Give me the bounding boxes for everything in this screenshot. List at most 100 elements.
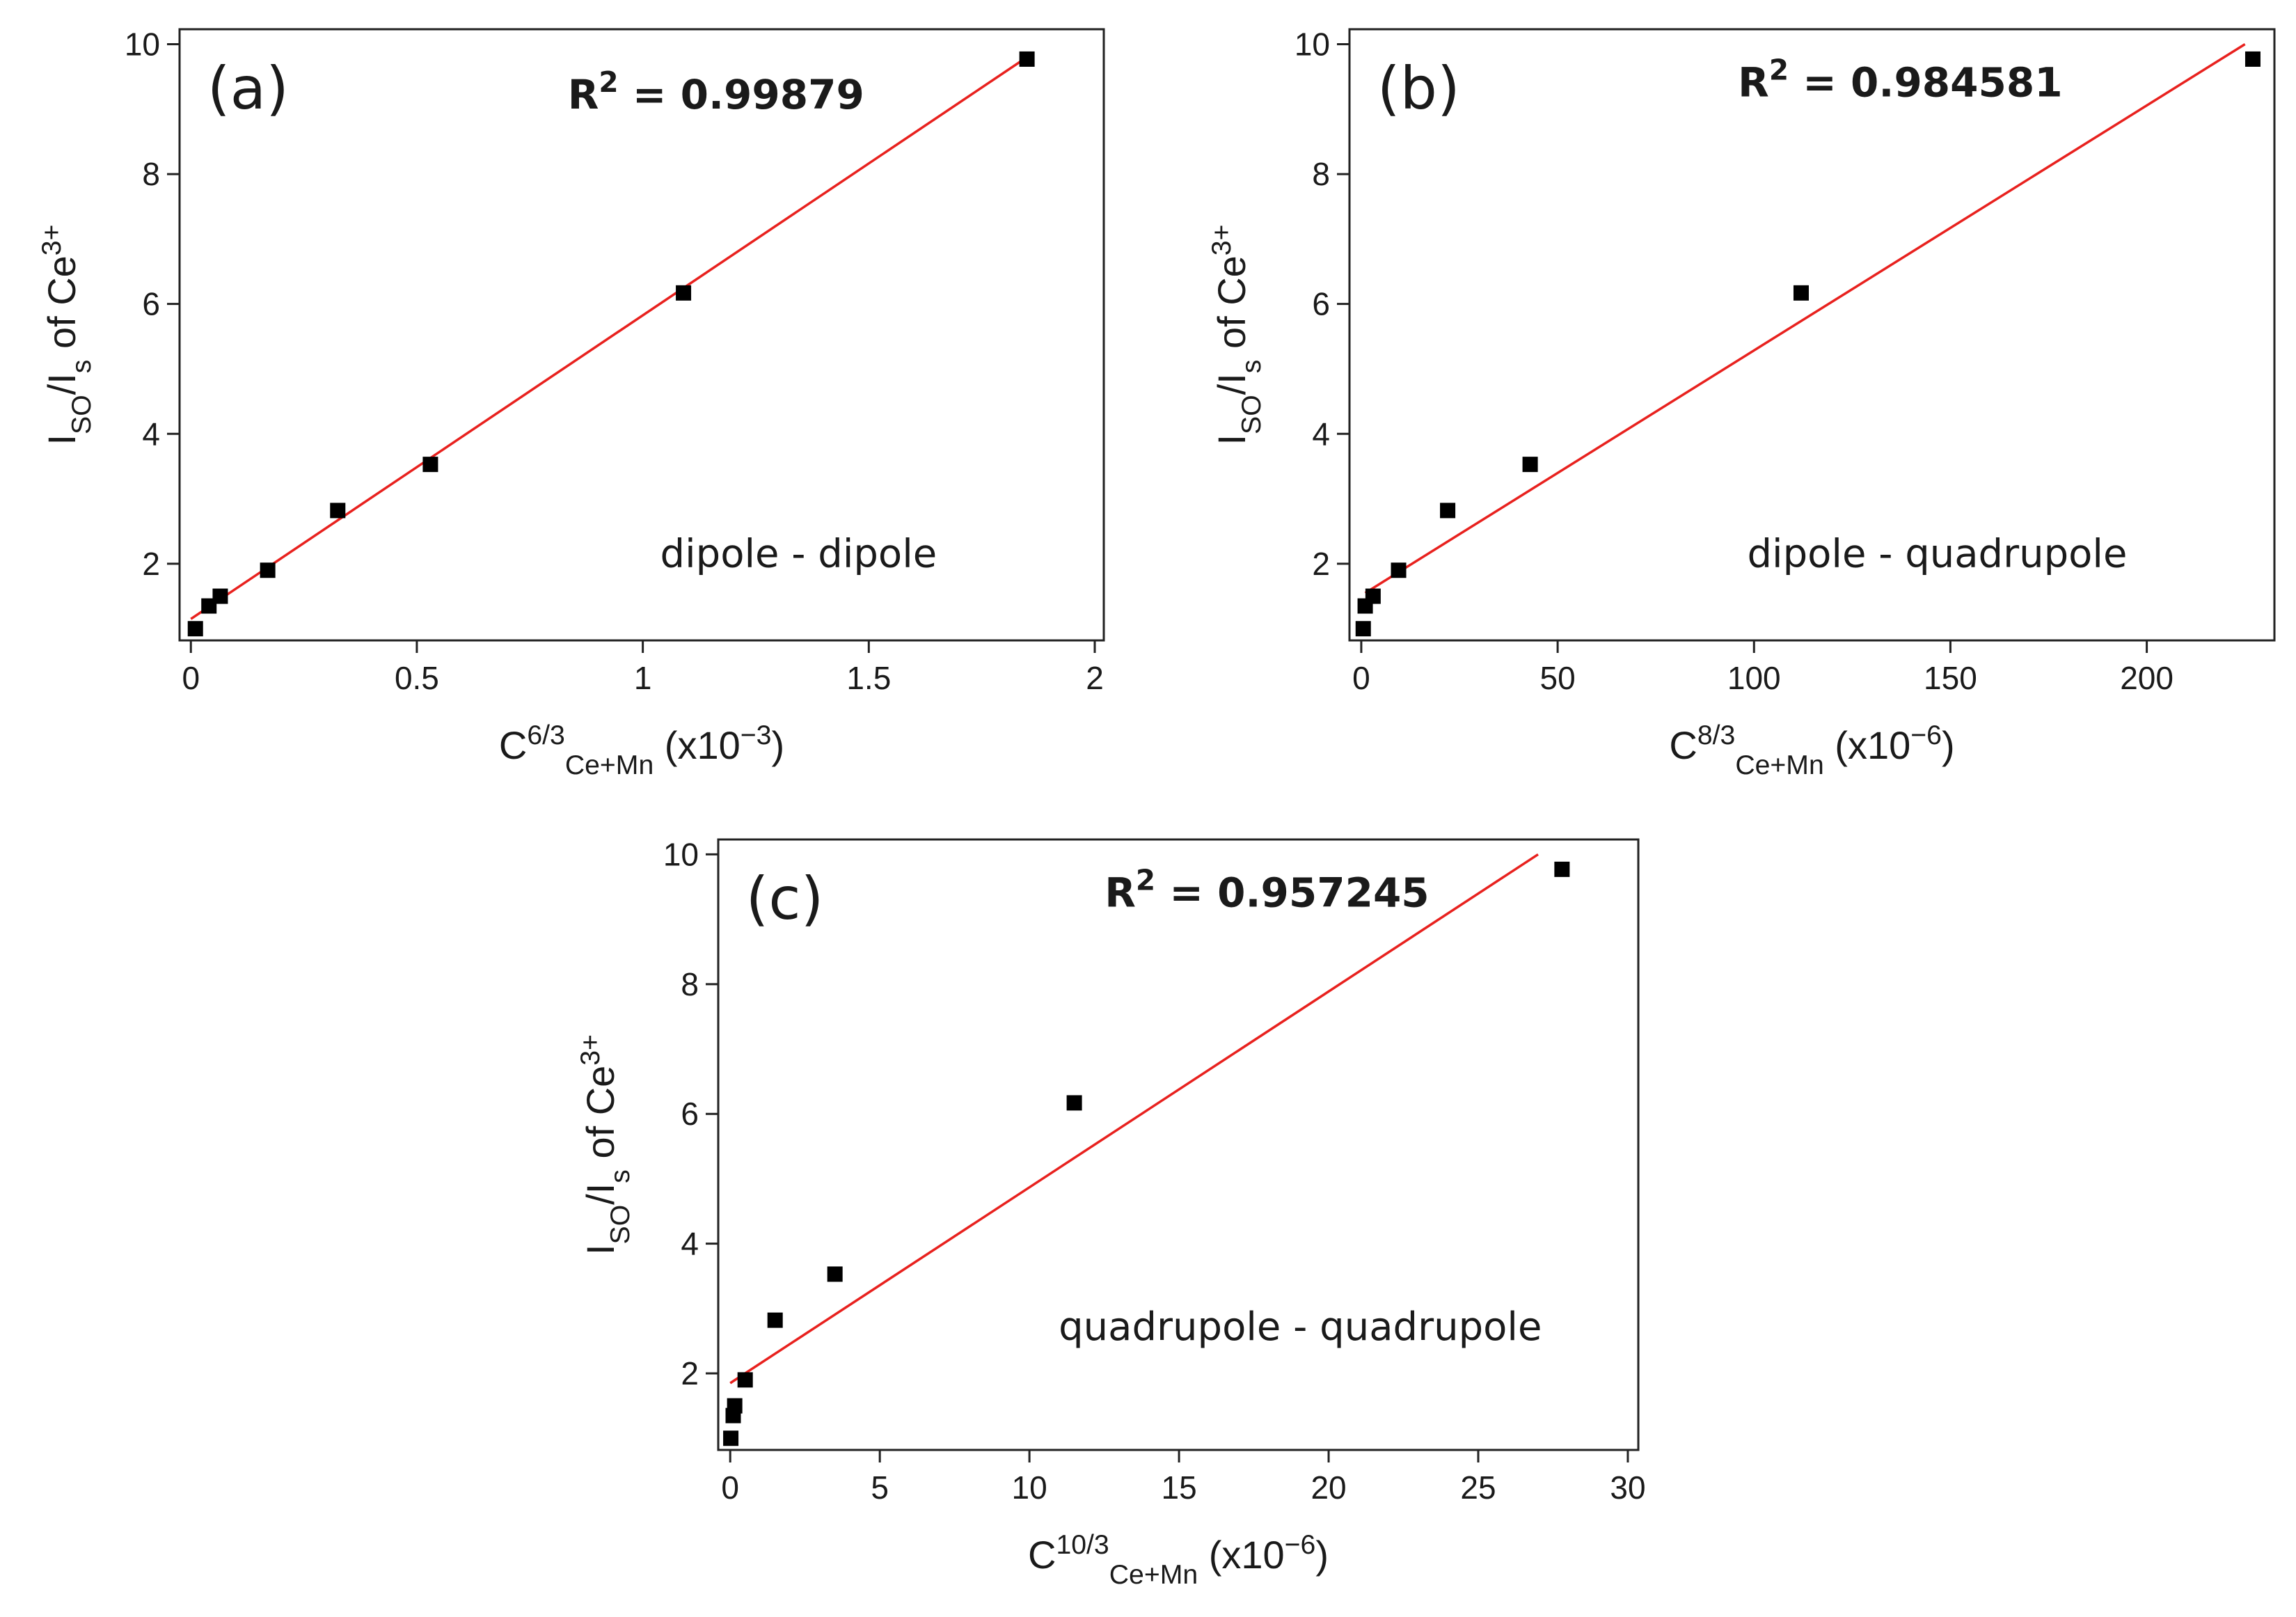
annotation: dipole - dipole xyxy=(660,532,937,577)
y-axis-label-part: 3+ xyxy=(576,1034,605,1066)
r2-label: R2 = 0.984581 xyxy=(1738,54,2062,107)
x-tick-label: 200 xyxy=(2120,660,2174,696)
data-point xyxy=(1355,621,1371,637)
y-tick-label: 8 xyxy=(1312,156,1330,192)
y-tick-label: 8 xyxy=(681,966,699,1002)
annotation: dipole - quadrupole xyxy=(1747,532,2127,577)
data-point xyxy=(1391,562,1407,578)
y-axis-label-part: SO xyxy=(67,395,97,434)
plot-frame xyxy=(1348,28,2276,642)
x-axis-label-part: ) xyxy=(771,723,784,767)
data-point xyxy=(1066,1095,1082,1111)
y-axis-label-part: of Ce xyxy=(1210,255,1253,359)
data-point xyxy=(1793,285,1809,301)
x-tick-label: 150 xyxy=(1924,660,1977,696)
data-point xyxy=(187,621,203,637)
y-axis-label: ISO/Is of Ce3+ xyxy=(37,225,97,445)
x-axis-label-part: (x10 xyxy=(1824,723,1911,767)
panel-label: (b) xyxy=(1377,54,1460,123)
x-axis-label-part: (x10 xyxy=(654,723,741,767)
r2-label-part: = 0.957245 xyxy=(1155,869,1430,916)
x-axis-label-part: ) xyxy=(1942,723,1955,767)
x-axis-label-part: −3 xyxy=(741,720,772,750)
y-tick-label: 8 xyxy=(142,156,160,192)
y-axis-label: ISO/Is of Ce3+ xyxy=(1207,225,1267,445)
x-axis-label-part: −6 xyxy=(1285,1530,1316,1560)
r2-label: R2 = 0.99879 xyxy=(568,65,864,118)
x-tick-label: 5 xyxy=(871,1469,889,1506)
y-tick-label: 6 xyxy=(1312,286,1330,322)
x-tick-label: 25 xyxy=(1460,1469,1496,1506)
x-tick-label: 15 xyxy=(1161,1469,1196,1506)
x-tick-label: 20 xyxy=(1311,1469,1346,1506)
y-tick-label: 10 xyxy=(1295,26,1330,62)
x-tick-label: 0.5 xyxy=(395,660,439,696)
x-axis-label-part: 8/3 xyxy=(1697,720,1735,750)
y-axis-label-part: /I xyxy=(578,1183,622,1205)
r2-label-part: = 0.984581 xyxy=(1789,59,2063,107)
y-axis-label-part: 3+ xyxy=(37,225,67,256)
y-axis-label-part: of Ce xyxy=(578,1066,622,1169)
r2-label-part: 2 xyxy=(599,65,618,99)
r2-label-part: = 0.99879 xyxy=(619,71,864,118)
y-axis-label-part: of Ce xyxy=(40,255,84,359)
x-axis-label-part: C xyxy=(1669,723,1697,767)
plot-frame xyxy=(717,838,1640,1451)
annotation: quadrupole - quadrupole xyxy=(1059,1304,1542,1350)
data-point xyxy=(767,1312,783,1328)
x-axis-label-part: 10/3 xyxy=(1056,1530,1109,1560)
data-point xyxy=(1554,861,1570,877)
x-tick-label: 2 xyxy=(1086,660,1104,696)
x-axis-label-part: Ce+Mn xyxy=(1109,1560,1198,1590)
y-tick-label: 2 xyxy=(1312,546,1330,582)
y-axis-label-part: I xyxy=(1210,434,1253,445)
data-point xyxy=(676,285,692,301)
data-point xyxy=(260,562,276,578)
x-axis-label-part: Ce+Mn xyxy=(565,750,654,780)
x-axis-label: C6/3Ce+Mn (x10−3) xyxy=(499,720,784,780)
data-point xyxy=(727,1398,743,1414)
x-tick-label: 0 xyxy=(1352,660,1370,696)
y-axis-label-part: I xyxy=(578,1244,622,1255)
data-point xyxy=(1440,503,1456,519)
data-point xyxy=(737,1372,753,1388)
x-axis-label-part: Ce+Mn xyxy=(1735,750,1823,780)
data-point xyxy=(330,503,346,519)
x-tick-label: 10 xyxy=(1012,1469,1047,1506)
y-tick-label: 4 xyxy=(681,1226,699,1262)
y-tick-label: 4 xyxy=(142,416,160,452)
data-point xyxy=(2244,51,2261,67)
fit-line xyxy=(729,853,1539,1385)
y-axis-label-part: /I xyxy=(40,373,84,395)
x-axis-label: C8/3Ce+Mn (x10−6) xyxy=(1669,720,1954,780)
y-axis-label-part: SO xyxy=(605,1205,635,1245)
y-tick-label: 10 xyxy=(125,26,160,62)
r2-label: R2 = 0.957245 xyxy=(1105,863,1429,916)
x-axis-label-part: C xyxy=(499,723,527,767)
data-point xyxy=(827,1266,843,1282)
fit-line xyxy=(190,56,1028,620)
x-tick-label: 1.5 xyxy=(846,660,891,696)
x-tick-label: 100 xyxy=(1727,660,1781,696)
y-tick-label: 10 xyxy=(663,836,699,872)
data-point xyxy=(1522,457,1538,473)
data-point xyxy=(422,457,438,473)
data-point xyxy=(1019,51,1035,67)
x-tick-label: 0 xyxy=(182,660,200,696)
x-axis-label-part: ) xyxy=(1315,1533,1329,1577)
y-tick-label: 4 xyxy=(1312,416,1330,452)
x-axis-label-part: (x10 xyxy=(1198,1533,1285,1577)
y-axis-label-part: s xyxy=(67,360,97,374)
r2-label-part: R xyxy=(1105,869,1136,916)
y-axis-label-part: SO xyxy=(1237,395,1267,434)
r2-label-part: 2 xyxy=(1769,54,1789,87)
fit-line xyxy=(1364,42,2246,594)
y-axis-label-part: 3+ xyxy=(1207,225,1237,256)
x-axis-label: C10/3Ce+Mn (x10−6) xyxy=(1028,1530,1329,1590)
y-axis-label-part: s xyxy=(605,1169,635,1183)
y-axis-label-part: s xyxy=(1237,360,1267,374)
x-tick-label: 30 xyxy=(1610,1469,1645,1506)
